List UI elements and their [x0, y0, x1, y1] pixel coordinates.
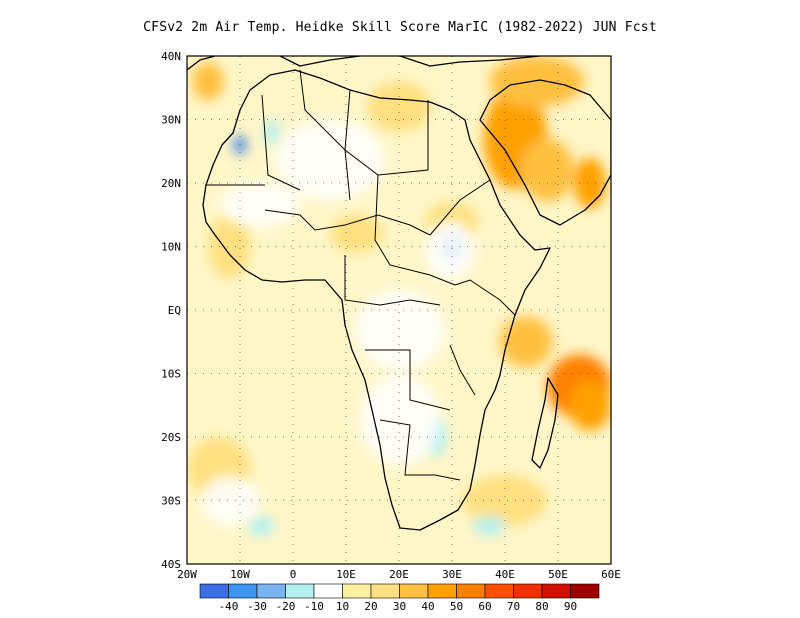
- skill-regions: [187, 56, 611, 536]
- neutral-southern-africa: [360, 375, 440, 465]
- lat-label-4: EQ: [168, 304, 181, 317]
- skill-region-20: [473, 516, 505, 536]
- skill-region-2: [520, 138, 574, 203]
- lon-label-1: 10W: [230, 568, 250, 581]
- colorbar-label-9: 60: [478, 600, 491, 613]
- map-frame: [186, 55, 612, 565]
- lon-label-5: 30E: [442, 568, 462, 581]
- colorbar-label-6: 30: [393, 600, 406, 613]
- colorbar-label-5: 20: [364, 600, 377, 613]
- colorbar-swatch-12: [541, 583, 571, 599]
- colorbar-label-11: 80: [535, 600, 548, 613]
- map-field: [187, 56, 611, 564]
- colorbar-label-10: 70: [507, 600, 520, 613]
- country-borders: [206, 69, 516, 481]
- colorbar-label-2: -20: [276, 600, 296, 613]
- colorbar-swatch-8: [427, 583, 457, 599]
- colorbar-swatch-2: [256, 583, 286, 599]
- colorbar-swatch-13: [570, 583, 600, 599]
- border-sahel: [206, 184, 431, 236]
- skill-region-0: [192, 62, 225, 101]
- skill-region-13: [462, 475, 548, 526]
- lat-label-2: 20N: [161, 177, 181, 190]
- colorbar-swatch-0: [199, 583, 229, 599]
- neutral-west-africa: [220, 183, 300, 227]
- neutral-sahara: [275, 120, 385, 200]
- arabia-coastline: [479, 79, 611, 226]
- skill-region-8: [330, 214, 384, 253]
- colorbar-swatch-1: [228, 583, 258, 599]
- colorbar-label-3: -10: [304, 600, 324, 613]
- colorbar-label-7: 40: [421, 600, 434, 613]
- skill-region-17: [263, 119, 280, 145]
- lon-label-3: 10E: [336, 568, 356, 581]
- colorbar-label-1: -30: [247, 600, 267, 613]
- colorbar-swatch-11: [513, 583, 543, 599]
- colorbar-swatch-4: [313, 583, 343, 599]
- border-southern-africa: [365, 344, 476, 481]
- lat-label-5: 10S: [161, 368, 181, 381]
- colorbar-label-4: 10: [336, 600, 349, 613]
- colorbar-swatch-9: [456, 583, 486, 599]
- lon-label-7: 50E: [548, 568, 568, 581]
- lat-label-1: 30N: [161, 114, 181, 127]
- colorbar-label-0: -40: [219, 600, 239, 613]
- border-east-africa: [429, 179, 516, 316]
- lat-label-6: 20S: [161, 431, 181, 444]
- colorbar-swatch-10: [484, 583, 514, 599]
- skill-region-19: [247, 516, 275, 536]
- colorbar-labels: -40 -30 -20 -10 10 20 30 40 50 60 70 80 90: [219, 600, 578, 613]
- africa-coastline: [202, 69, 551, 531]
- longitude-labels: 20W 10W 0 10E 20E 30E 40E 50E 60E: [177, 568, 621, 581]
- madagascar-coastline: [531, 377, 559, 469]
- lon-label-8: 60E: [601, 568, 621, 581]
- europe-coastline: [187, 56, 541, 71]
- lon-label-0: 20W: [177, 568, 197, 581]
- neutral-east-africa: [425, 220, 475, 280]
- skill-region-10: [208, 214, 251, 279]
- colorbar-swatch-7: [399, 583, 429, 599]
- skill-region-3: [573, 157, 606, 209]
- colorbar-label-12: 90: [564, 600, 577, 613]
- lat-label-8: 40S: [161, 558, 181, 571]
- border-central-africa: [344, 174, 456, 306]
- lon-label-4: 20E: [389, 568, 409, 581]
- colorbar-swatch-6: [370, 583, 400, 599]
- lat-label-3: 10N: [161, 241, 181, 254]
- lat-label-0: 40N: [161, 50, 181, 63]
- lon-label-6: 40E: [495, 568, 515, 581]
- latitude-labels: 40N 30N 20N 10N EQ 10S 20S 30S 40S: [161, 50, 181, 571]
- colorbar-swatch-5: [342, 583, 372, 599]
- neutral-south-atlantic: [200, 475, 260, 525]
- skill-region-6: [568, 379, 611, 431]
- colorbar: [199, 583, 600, 599]
- skill-region-4: [489, 56, 585, 107]
- map-title: CFSv2 2m Air Temp. Heidke Skill Score Ma…: [143, 20, 657, 35]
- lat-label-7: 30S: [161, 495, 181, 508]
- skill-region-11: [367, 81, 431, 133]
- lon-label-2: 0: [290, 568, 297, 581]
- skill-region-7: [499, 316, 553, 368]
- colorbar-swatch-3: [285, 583, 315, 599]
- colorbar-label-8: 50: [450, 600, 463, 613]
- coastlines: [187, 56, 611, 531]
